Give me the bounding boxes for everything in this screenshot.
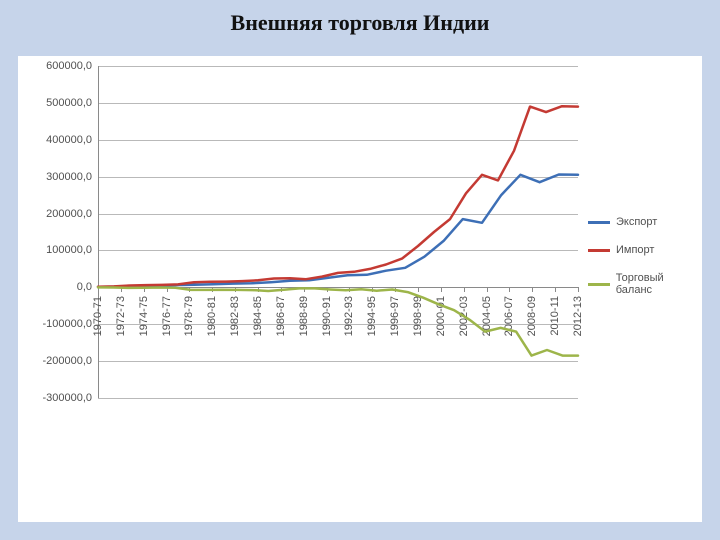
gridline (98, 398, 578, 399)
page-title: Внешняя торговля Индии (0, 10, 720, 36)
y-tick-label: 300000,0 (46, 171, 98, 183)
series-line (98, 106, 578, 287)
series-line (98, 287, 578, 355)
y-tick-label: 0,0 (77, 281, 98, 293)
y-tick-label: -300000,0 (42, 392, 98, 404)
y-tick-label: 200000,0 (46, 208, 98, 220)
legend-swatch (588, 221, 610, 224)
y-tick-label: 500000,0 (46, 97, 98, 109)
y-tick-label: -200000,0 (42, 355, 98, 367)
legend-swatch (588, 249, 610, 252)
y-tick-label: -100000,0 (42, 318, 98, 330)
slide: Внешняя торговля Индии -300000,0 -200000,… (0, 0, 720, 540)
legend-label: Торговый баланс (616, 272, 702, 296)
y-tick-label: 600000,0 (46, 60, 98, 72)
legend-label: Экспорт (616, 216, 657, 228)
y-tick-label: 100000,0 (46, 244, 98, 256)
series-line (98, 175, 578, 287)
chart-series-svg (98, 66, 578, 398)
legend-item: Импорт (588, 244, 702, 256)
legend-label: Импорт (616, 244, 654, 256)
legend-item: Экспорт (588, 216, 702, 228)
y-tick-label: 400000,0 (46, 134, 98, 146)
legend-swatch (588, 283, 610, 286)
legend-item: Торговый баланс (588, 272, 702, 296)
x-tick (578, 287, 579, 292)
chart-panel: -300000,0 -200000,0 -100000,0 0,0 100000,0 20… (18, 56, 702, 522)
chart-legend: Экспорт Импорт Торговый баланс (588, 216, 702, 312)
chart-plot-area: -300000,0-200000,0-100000,00,0100000,020… (98, 66, 578, 398)
